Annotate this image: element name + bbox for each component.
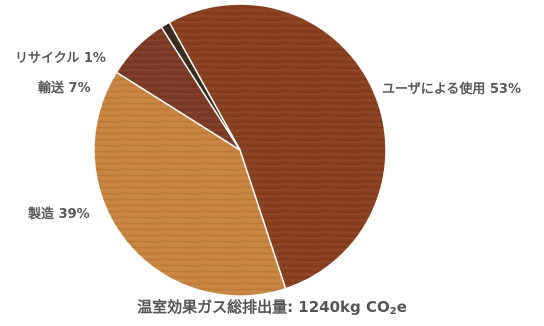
slice-user-use-texture — [169, 4, 387, 289]
caption-prefix: 温室効果ガス総排出量: 1240kg CO — [137, 298, 390, 316]
slice-recycle-texture — [161, 22, 240, 151]
caption-subscript: 2 — [389, 306, 397, 317]
slice-label-recycle: リサイクル 1% — [15, 51, 106, 66]
total-emissions-caption: 温室効果ガス総排出量: 1240kg CO2e — [0, 296, 544, 317]
slice-manufacturing-texture — [94, 72, 286, 297]
slice-label-transport: 輸送 7% — [38, 81, 91, 96]
caption-suffix: e — [396, 298, 407, 316]
slice-label-manufacturing: 製造 39% — [28, 207, 90, 222]
slice-label-user-use: ユーザによる使用 53% — [382, 82, 521, 97]
slice-transport-texture — [116, 27, 240, 150]
